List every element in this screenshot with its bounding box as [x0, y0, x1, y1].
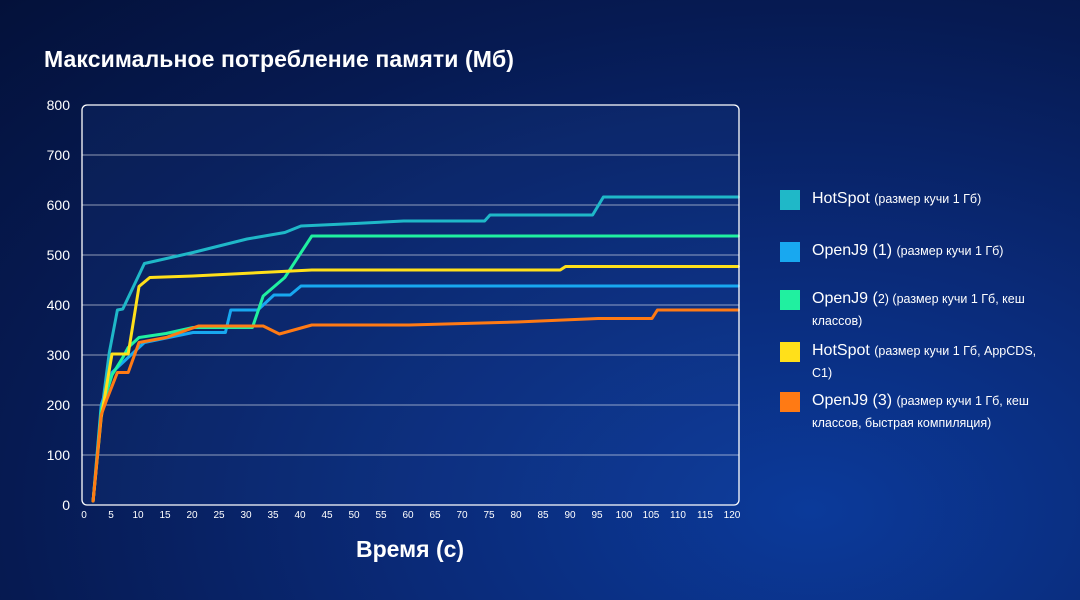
x-tick-label: 120 — [724, 510, 741, 521]
x-tick-label: 20 — [186, 510, 198, 521]
x-axis-ticks: 0 5 10 15 20 25 30 35 40 45 50 55 60 65 70 75 80 85 90 95 10… — [81, 510, 741, 521]
x-tick-label: 35 — [267, 510, 279, 521]
y-tick-label: 700 — [47, 147, 71, 163]
x-tick-label: 25 — [213, 510, 225, 521]
x-tick-label: 75 — [483, 510, 495, 521]
x-tick-label: 85 — [537, 510, 549, 521]
legend-swatch — [780, 190, 800, 210]
x-tick-label: 115 — [697, 510, 713, 521]
y-tick-label: 400 — [47, 297, 71, 313]
legend-swatch — [780, 242, 800, 262]
x-tick-label: 45 — [321, 510, 333, 521]
x-tick-label: 70 — [456, 510, 468, 521]
series-line-4 — [91, 265, 740, 503]
x-tick-label: 5 — [108, 510, 114, 521]
legend-label: OpenJ9 (2) (размер кучи 1 Гб, кеш классо… — [812, 290, 1025, 328]
x-tick-label: 10 — [132, 510, 144, 521]
grid — [82, 105, 739, 505]
legend-swatch — [780, 342, 800, 362]
series-lines — [91, 195, 740, 503]
x-tick-label: 65 — [429, 510, 441, 521]
y-tick-label: 600 — [47, 197, 71, 213]
x-tick-label: 95 — [591, 510, 603, 521]
legend-label: OpenJ9 (1) (размер кучи 1 Гб) — [812, 242, 1004, 259]
x-tick-label: 15 — [159, 510, 171, 521]
x-tick-label: 55 — [375, 510, 387, 521]
y-axis-ticks: 0 100 200 300 400 500 600 700 800 — [47, 97, 71, 513]
y-tick-label: 800 — [47, 97, 71, 113]
x-tick-label: 60 — [402, 510, 414, 521]
legend-label: HotSpot (размер кучи 1 Гб) — [812, 190, 982, 207]
x-tick-label: 30 — [240, 510, 252, 521]
x-axis-title: Время (с) — [356, 536, 465, 562]
series-line-1 — [91, 195, 740, 503]
x-tick-label: 40 — [294, 510, 306, 521]
legend-label: HotSpot (размер кучи 1 Гб, AppCDS, C1) — [812, 342, 1037, 380]
y-tick-label: 0 — [62, 497, 70, 513]
series-line-3 — [91, 234, 740, 503]
series-line-5 — [91, 308, 740, 503]
y-tick-label: 500 — [47, 247, 71, 263]
legend-swatch — [780, 392, 800, 412]
y-tick-label: 300 — [47, 347, 71, 363]
x-tick-label: 90 — [564, 510, 576, 521]
chart-title: Максимальное потребление памяти (Мб) — [44, 46, 515, 72]
legend-swatch — [780, 290, 800, 310]
x-tick-label: 80 — [510, 510, 522, 521]
legend-item-openj9-2: OpenJ9 (2) (размер кучи 1 Гб, кеш классо… — [780, 288, 1057, 332]
plot-area-border — [81, 104, 740, 506]
x-tick-label: 110 — [670, 510, 686, 521]
x-tick-label: 100 — [616, 510, 633, 521]
y-tick-label: 100 — [47, 447, 71, 463]
x-tick-label: 0 — [81, 510, 87, 521]
y-tick-label: 200 — [47, 397, 71, 413]
legend-label: OpenJ9 (3) (размер кучи 1 Гб, кеш классо… — [812, 392, 1029, 430]
legend-item-hotspot: HotSpot (размер кучи 1 Гб) — [780, 188, 1057, 210]
x-tick-label: 50 — [348, 510, 360, 521]
x-tick-label: 105 — [643, 510, 660, 521]
legend-item-hotspot-appcds: HotSpot (размер кучи 1 Гб, AppCDS, C1) — [780, 340, 1057, 384]
legend-item-openj9-1: OpenJ9 (1) (размер кучи 1 Гб) — [780, 240, 1057, 262]
legend-item-openj9-3: OpenJ9 (3) (размер кучи 1 Гб, кеш классо… — [780, 390, 1057, 434]
